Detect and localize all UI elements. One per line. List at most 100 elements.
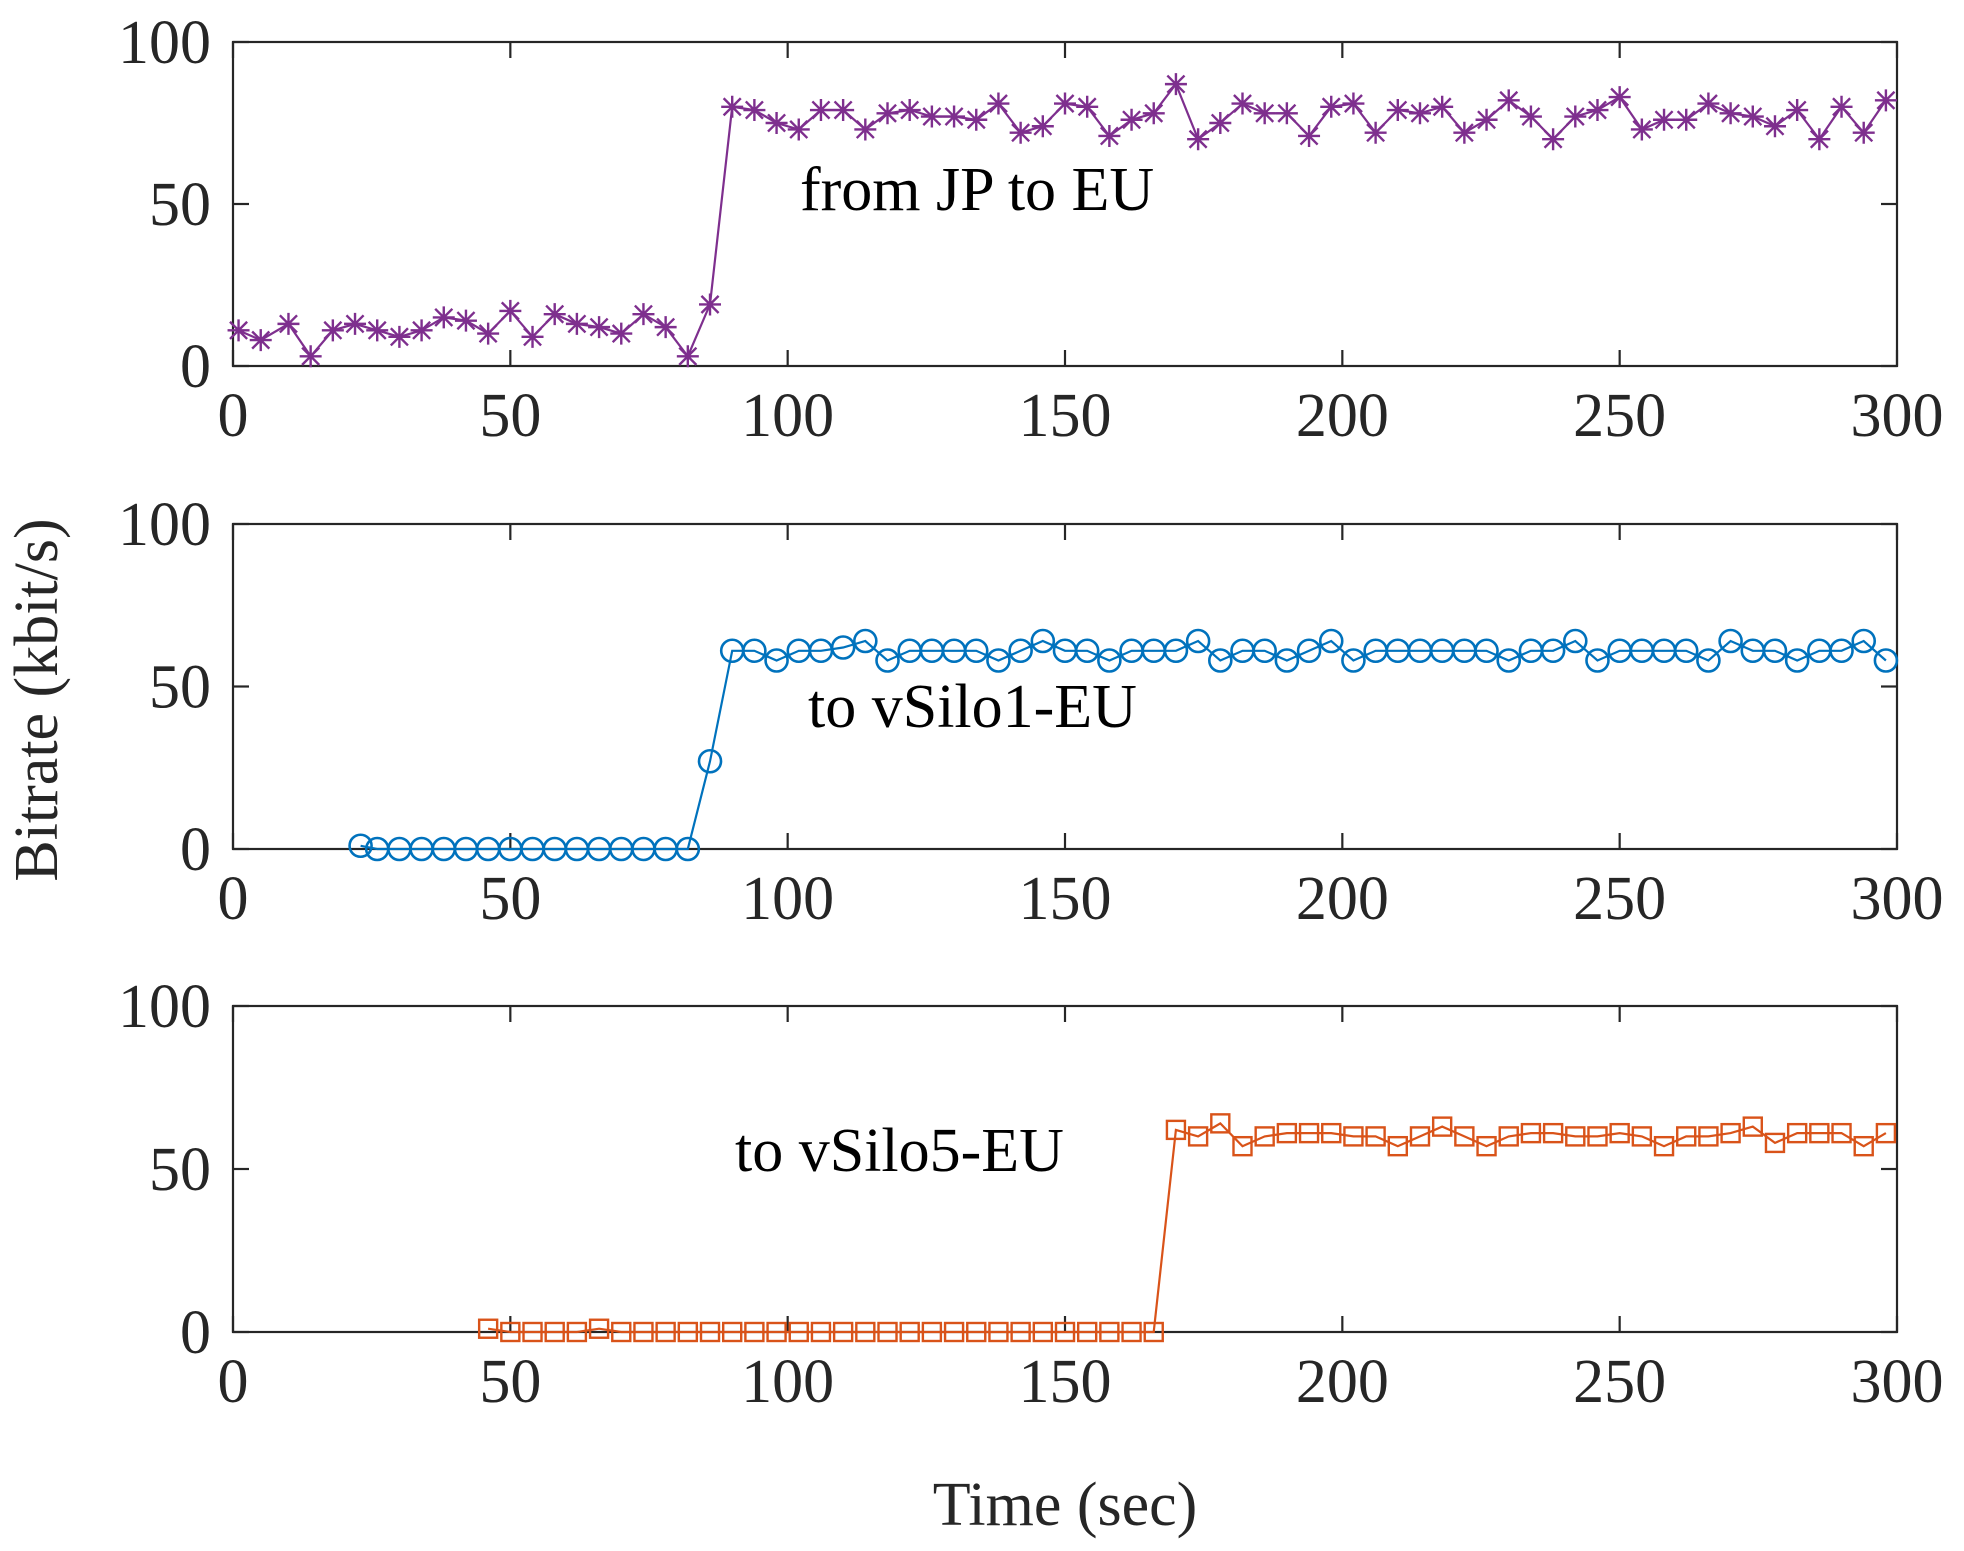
data-point bbox=[588, 1318, 610, 1339]
data-point bbox=[1054, 1321, 1076, 1343]
data-point bbox=[1010, 1321, 1031, 1343]
data-point bbox=[1676, 1126, 1697, 1147]
data-point bbox=[1565, 1126, 1586, 1147]
data-point bbox=[477, 1318, 499, 1339]
x-tick-label: 250 bbox=[1573, 382, 1666, 450]
data-point bbox=[1474, 638, 1499, 664]
data-point bbox=[544, 1321, 565, 1343]
data-point bbox=[699, 293, 722, 316]
x-tick-label: 0 bbox=[218, 1348, 249, 1416]
data-point bbox=[1097, 648, 1122, 673]
data-point bbox=[348, 833, 373, 859]
data-point bbox=[1076, 1321, 1098, 1343]
axes-box bbox=[231, 1004, 1899, 1334]
data-point bbox=[1253, 102, 1276, 125]
y-tick-label: 0 bbox=[180, 333, 211, 401]
x-tick-label: 200 bbox=[1296, 382, 1389, 450]
data-point bbox=[1185, 628, 1211, 654]
x-tick-label: 100 bbox=[741, 1348, 834, 1416]
data-point bbox=[410, 319, 433, 342]
data-point bbox=[921, 1321, 943, 1343]
data-point bbox=[988, 1321, 1009, 1343]
panel-jp-to-eu: 0 50 100 150 200 250 300 0 50 100 from JP to EU bbox=[118, 9, 1944, 450]
data-point bbox=[1032, 1321, 1054, 1343]
data-point bbox=[1274, 648, 1300, 673]
x-tick-label: 150 bbox=[1019, 1348, 1112, 1416]
data-point bbox=[543, 303, 566, 326]
data-point bbox=[1365, 1126, 1386, 1147]
x-tick-label: 300 bbox=[1851, 865, 1944, 933]
data-point bbox=[899, 1321, 920, 1343]
data-point bbox=[654, 316, 677, 339]
x-tick-label: 150 bbox=[1019, 865, 1112, 933]
data-point bbox=[1784, 648, 1810, 673]
data-point bbox=[1764, 1132, 1786, 1154]
data-point bbox=[1098, 124, 1121, 147]
panel-annotation: to vSilo5-EU bbox=[735, 1117, 1064, 1185]
data-point bbox=[1496, 648, 1522, 673]
y-tick-label: 0 bbox=[180, 1299, 211, 1367]
data-point bbox=[1851, 628, 1877, 654]
y-tick-label: 50 bbox=[149, 1136, 211, 1204]
data-point bbox=[432, 306, 455, 329]
data-point bbox=[787, 118, 810, 141]
data-point bbox=[1631, 1126, 1653, 1147]
x-tick-label: 50 bbox=[479, 1348, 541, 1416]
data-point bbox=[1386, 99, 1409, 122]
data-point bbox=[1252, 638, 1277, 664]
data-point bbox=[1673, 638, 1699, 664]
series-line bbox=[487, 1122, 1887, 1334]
data-point bbox=[1875, 1122, 1897, 1144]
data-point bbox=[742, 638, 767, 664]
x-tick-label: 150 bbox=[1019, 382, 1112, 450]
y-axis-label: Bitrate (kbit/s) bbox=[3, 518, 71, 881]
data-point bbox=[765, 112, 788, 134]
data-point bbox=[966, 1321, 987, 1343]
data-point bbox=[1232, 1135, 1253, 1157]
data-point bbox=[788, 1321, 809, 1343]
data-point bbox=[321, 319, 344, 342]
data-point bbox=[1341, 648, 1366, 673]
data-point bbox=[898, 99, 921, 122]
y-tick-label: 100 bbox=[118, 491, 211, 559]
data-point bbox=[299, 345, 322, 368]
data-point bbox=[1741, 105, 1764, 128]
data-point bbox=[1520, 1122, 1542, 1144]
x-tick-label: 100 bbox=[741, 382, 834, 450]
data-point bbox=[1519, 105, 1542, 128]
x-tick-label: 0 bbox=[218, 865, 249, 933]
data-point bbox=[1498, 1126, 1519, 1147]
data-point bbox=[722, 1321, 743, 1343]
panel-annotation: from JP to EU bbox=[800, 156, 1154, 224]
data-point bbox=[1830, 95, 1853, 118]
data-point bbox=[277, 312, 300, 335]
data-point bbox=[1074, 638, 1100, 664]
data-point bbox=[809, 99, 832, 122]
data-point bbox=[1720, 1122, 1741, 1144]
data-point bbox=[810, 1321, 832, 1343]
data-point bbox=[1719, 102, 1742, 125]
data-point bbox=[1143, 1321, 1164, 1343]
x-tick-label: 100 bbox=[741, 865, 834, 933]
x-axis-label: Time (sec) bbox=[933, 1471, 1198, 1539]
data-point bbox=[1697, 92, 1720, 115]
data-point bbox=[1209, 112, 1232, 134]
data-point bbox=[743, 99, 766, 122]
x-tick-label: 250 bbox=[1573, 865, 1666, 933]
data-point bbox=[875, 648, 900, 673]
x-tick-label: 300 bbox=[1851, 382, 1944, 450]
x-tick-label: 300 bbox=[1851, 1348, 1944, 1416]
data-point bbox=[697, 748, 723, 774]
data-point bbox=[1476, 1135, 1497, 1157]
data-point bbox=[1587, 1126, 1608, 1147]
data-point bbox=[1276, 1122, 1298, 1144]
data-point bbox=[1742, 1116, 1763, 1137]
data-point bbox=[764, 648, 789, 673]
data-point bbox=[1009, 121, 1032, 144]
data-point bbox=[855, 1321, 876, 1343]
data-point bbox=[675, 836, 701, 862]
data-point bbox=[1275, 102, 1298, 125]
data-point bbox=[830, 635, 856, 660]
data-point bbox=[1698, 1126, 1719, 1147]
